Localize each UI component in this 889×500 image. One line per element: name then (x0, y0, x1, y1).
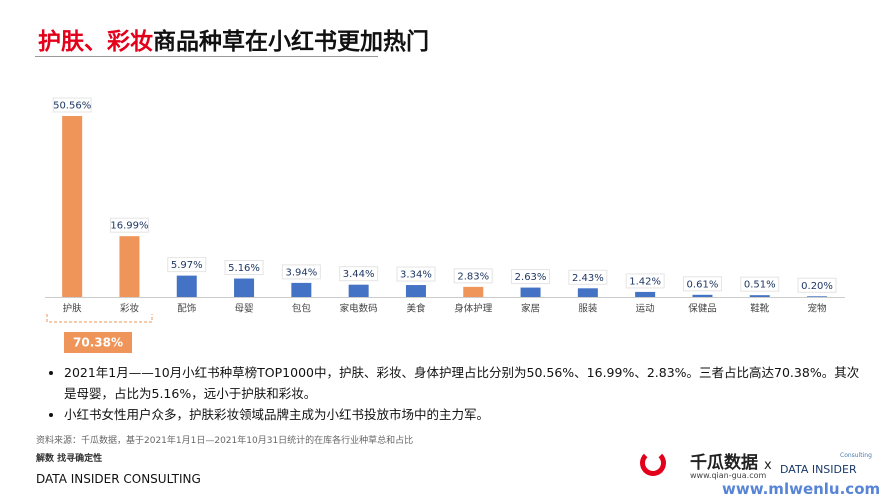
category-label: 家居 (521, 303, 540, 315)
title-rest: 商品种草在小红书更加热门 (153, 29, 429, 55)
value-label-box (224, 260, 264, 276)
value-label: 5.16% (228, 263, 260, 274)
bar (807, 296, 828, 297)
value-label: 3.94% (285, 267, 317, 278)
category-label: 宠物 (808, 303, 828, 315)
bullet: 2021年1月——10月小红书种草榜TOP1000中，护肤、彩妆、身体护理占比分… (64, 362, 864, 404)
category-label: 彩妆 (120, 303, 140, 315)
category-label: 身体护理 (454, 303, 493, 315)
bullet: 小红书女性用户众多，护肤彩妆领域品牌主成为小红书投放市场中的主力军。 (64, 404, 864, 425)
bar (405, 285, 426, 297)
category-label: 配饰 (177, 303, 196, 315)
bar (348, 284, 369, 297)
bar (635, 291, 656, 297)
title: 护肤、彩妆商品种草在小红书更加热门 (38, 22, 429, 56)
times: x (764, 458, 772, 473)
qiangua-url: www.qian-gua.com (690, 471, 767, 480)
category-label: 服装 (578, 303, 598, 315)
value-label: 2.83% (457, 271, 489, 282)
watermark: www.mlwenlu.com (722, 480, 881, 498)
category-label: 保健品 (688, 303, 717, 315)
tagline: 解数 找寻确定性 (36, 454, 103, 464)
value-label-box (511, 269, 551, 285)
title-highlight: 护肤、彩妆 (38, 29, 153, 55)
category-label: 母婴 (235, 304, 254, 315)
value-label: 0.61% (687, 279, 719, 290)
value-label-box (625, 273, 665, 289)
value-label: 0.51% (744, 280, 776, 291)
category-label: 鞋靴 (750, 303, 770, 315)
value-label: 2.43% (572, 273, 604, 284)
value-label-box (740, 276, 780, 292)
qiangua-logo: 千瓜数据 (690, 453, 758, 473)
value-label: 3.34% (400, 270, 432, 281)
value-label-box (682, 276, 722, 292)
value-label: 3.44% (343, 269, 375, 280)
value-label-box (396, 266, 436, 282)
bar (291, 282, 312, 297)
bar (463, 286, 484, 297)
value-label-box (109, 217, 149, 233)
logo-icon (640, 450, 666, 476)
value-label: 2.63% (515, 272, 547, 283)
bar (520, 287, 541, 297)
value-label: 0.20% (801, 281, 833, 292)
bar (577, 288, 598, 297)
annotation-box (64, 332, 132, 353)
bar (692, 294, 713, 297)
value-label-box (797, 277, 837, 293)
value-label-box (568, 269, 608, 285)
bar (119, 236, 140, 297)
consulting: Consulting (840, 452, 872, 459)
bar (749, 295, 770, 297)
datainsider-logo: DATA INSIDER (780, 463, 857, 476)
category-label: 护肤 (63, 303, 83, 315)
bar (234, 278, 255, 297)
value-label-box (52, 97, 92, 113)
value-label: 16.99% (110, 221, 148, 232)
annotation: 70.38% (73, 336, 123, 350)
bracket (46, 314, 153, 323)
value-label-box (167, 257, 207, 273)
category-label: 运动 (636, 304, 655, 315)
bar (62, 115, 83, 297)
value-label: 1.42% (629, 276, 661, 287)
value-label-box (281, 264, 321, 280)
bullets: 2021年1月——10月小红书种草榜TOP1000中，护肤、彩妆、身体护理占比分… (40, 362, 864, 425)
value-label-box (453, 268, 493, 284)
value-label: 50.56% (53, 100, 91, 111)
source: 资料来源：千瓜数据，基于2021年1月1日—2021年10月31日统计的在库各行… (36, 436, 414, 446)
value-label-box (339, 266, 379, 282)
bar (176, 275, 197, 297)
category-label: 包包 (292, 303, 312, 315)
value-label: 5.97% (171, 260, 203, 271)
company: DATA INSIDER CONSULTING (36, 472, 201, 486)
category-label: 家电数码 (340, 303, 378, 315)
category-label: 美食 (406, 303, 426, 315)
